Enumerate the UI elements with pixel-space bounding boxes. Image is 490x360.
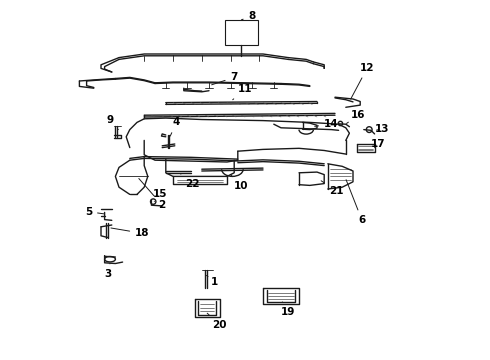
Text: 21: 21 <box>321 181 344 196</box>
Text: 11: 11 <box>233 84 252 100</box>
Text: 12: 12 <box>351 63 375 99</box>
Text: 5: 5 <box>85 207 104 217</box>
Text: 1: 1 <box>206 275 218 287</box>
Text: 6: 6 <box>346 180 366 225</box>
Text: 4: 4 <box>170 117 180 136</box>
Text: 19: 19 <box>281 302 295 318</box>
Text: 13: 13 <box>374 124 389 134</box>
Text: 10: 10 <box>231 175 248 192</box>
Text: 3: 3 <box>104 264 111 279</box>
Text: 22: 22 <box>181 174 200 189</box>
Text: 15: 15 <box>153 189 168 202</box>
Text: 20: 20 <box>207 313 227 330</box>
Text: 8: 8 <box>242 11 256 21</box>
Text: 2: 2 <box>139 179 166 210</box>
Text: 14: 14 <box>315 119 339 129</box>
Text: 16: 16 <box>346 110 366 123</box>
Text: 18: 18 <box>111 228 149 238</box>
Bar <box>225 20 258 45</box>
Text: 7: 7 <box>212 72 238 85</box>
Text: 17: 17 <box>371 139 386 149</box>
Text: 9: 9 <box>106 114 118 130</box>
